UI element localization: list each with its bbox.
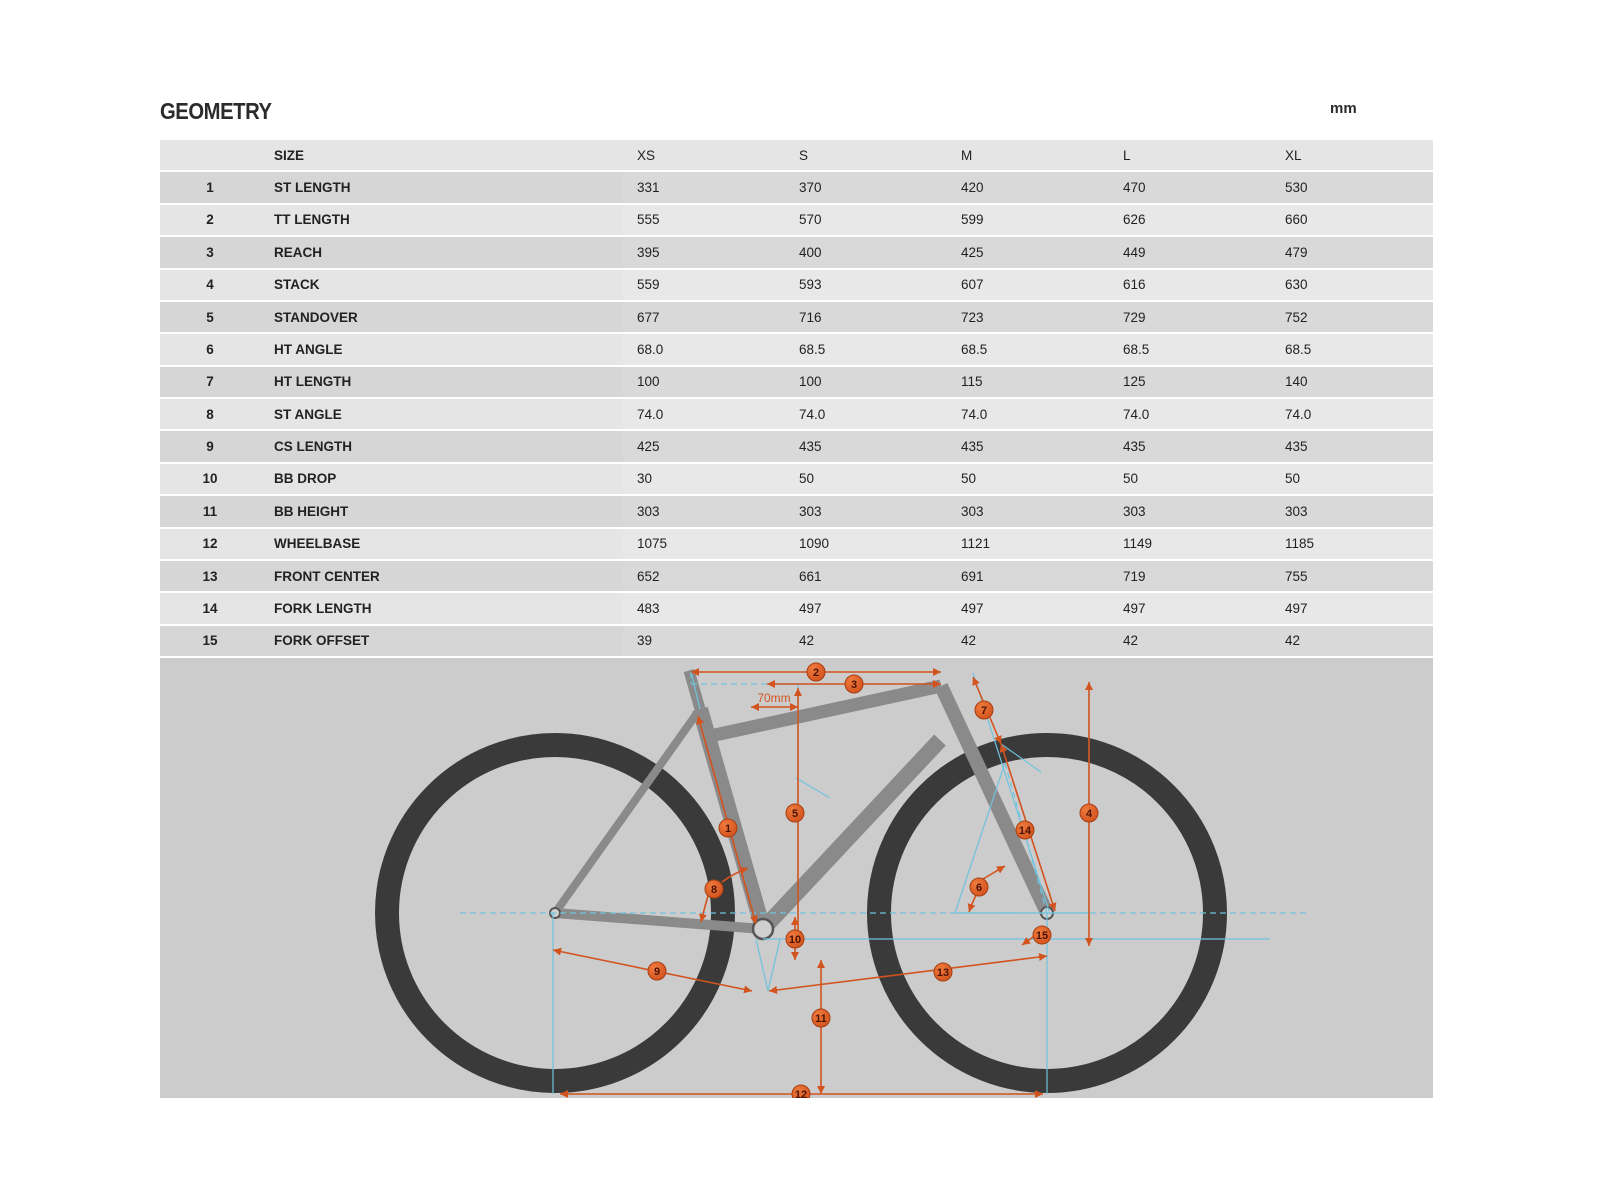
- svg-text:8: 8: [711, 884, 717, 896]
- svg-text:12: 12: [795, 1089, 807, 1098]
- svg-text:5: 5: [792, 808, 798, 820]
- svg-text:70mm: 70mm: [757, 691, 790, 705]
- svg-text:11: 11: [815, 1013, 827, 1025]
- svg-text:15: 15: [1036, 930, 1048, 942]
- svg-text:1: 1: [725, 823, 731, 835]
- svg-text:10: 10: [789, 934, 801, 946]
- svg-text:6: 6: [976, 882, 982, 894]
- svg-text:9: 9: [654, 966, 660, 978]
- svg-text:2: 2: [813, 667, 819, 679]
- svg-text:13: 13: [937, 967, 949, 979]
- svg-text:7: 7: [981, 705, 987, 717]
- svg-text:3: 3: [851, 679, 857, 691]
- svg-text:4: 4: [1086, 808, 1093, 820]
- svg-text:14: 14: [1019, 825, 1032, 837]
